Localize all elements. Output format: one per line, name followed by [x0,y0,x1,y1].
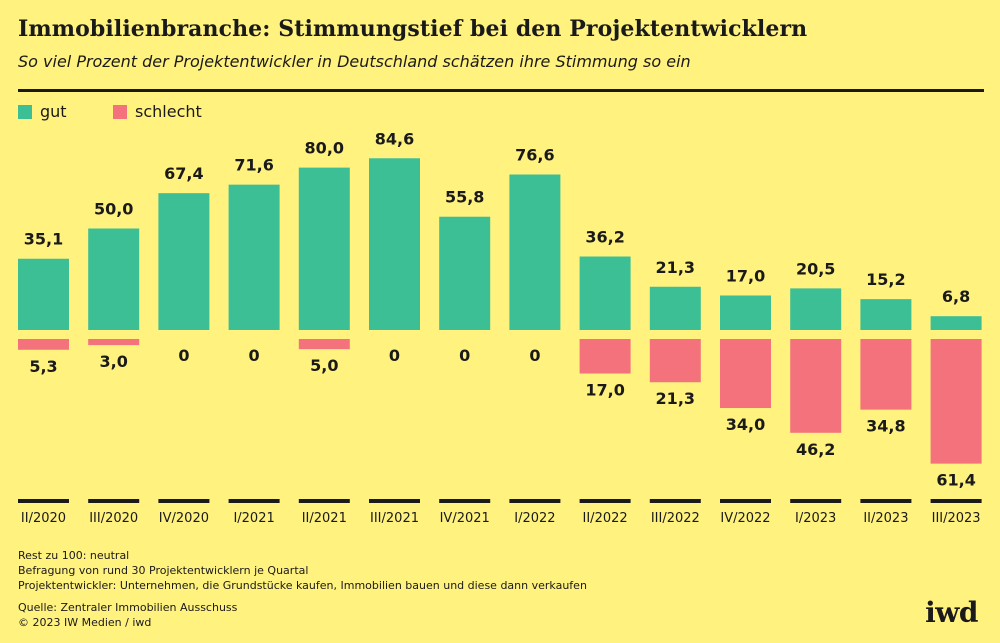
data-label-bad: 34,0 [726,415,765,434]
data-label-bad: 5,3 [29,357,57,376]
copyright-text: © 2023 IW Medien / iwd [18,616,152,629]
category-tick [579,499,631,503]
data-label-good: 55,8 [445,188,484,207]
bar-bad [579,339,631,374]
legend-item-bad: schlecht [113,102,202,121]
data-label-bad: 17,0 [585,381,624,400]
data-label-good: 6,8 [942,287,970,306]
data-label-bad: 61,4 [936,471,975,490]
data-label-good: 76,6 [515,146,554,165]
category-tick [228,499,280,503]
data-label-bad: 0 [459,346,470,365]
category-label: III/2022 [651,511,700,526]
data-label-bad: 0 [249,346,260,365]
bar-good [228,184,280,330]
category-label: I/2022 [514,511,555,526]
category-label: IV/2021 [440,511,490,526]
category-label: III/2021 [370,511,419,526]
category-tick [860,499,912,503]
data-label-good: 17,0 [726,266,765,285]
data-label-good: 20,5 [796,259,835,278]
bar-good [860,299,912,330]
data-label-bad: 34,8 [866,417,905,436]
data-label-good: 84,6 [375,129,414,148]
data-label-good: 35,1 [24,230,63,249]
bar-bad [930,339,982,464]
category-label: III/2023 [932,511,981,526]
bar-good [720,295,771,330]
bar-bad [649,339,701,383]
bar-good [930,316,982,330]
footnote-1: Rest zu 100: neutral [18,549,130,562]
data-label-good: 71,6 [234,156,273,175]
bar-good [158,193,210,330]
bar-bad [18,339,69,350]
category-label: II/2023 [863,511,908,526]
category-label: IV/2020 [159,511,209,526]
category-tick [88,499,140,503]
bar-good [579,256,631,330]
data-label-bad: 0 [389,346,400,365]
data-label-bad: 46,2 [796,440,835,459]
data-label-good: 21,3 [656,258,695,277]
data-label-good: 80,0 [305,139,344,158]
footnotes: Rest zu 100: neutral Befragung von rund … [18,548,587,593]
legend-swatch-good [18,104,32,119]
chart-title: Immobilienbranche: Stimmungstief bei den… [18,16,808,42]
category-label: IV/2022 [720,511,770,526]
data-label-bad: 21,3 [656,389,695,408]
iwd-logo: iwd [925,596,978,629]
category-label: II/2020 [21,511,66,526]
bar-bad [88,339,140,346]
bar-good [18,258,69,330]
data-label-bad: 0 [178,346,189,365]
data-label-good: 67,4 [164,164,203,183]
bar-bad [860,339,912,410]
data-label-bad: 3,0 [100,352,128,371]
category-tick [790,499,842,503]
bar-bad [790,339,842,433]
category-tick [298,499,350,503]
bar-good [790,288,842,330]
category-label: III/2020 [89,511,138,526]
data-label-bad: 5,0 [310,356,338,375]
bar-good [509,174,561,330]
data-label-good: 15,2 [866,270,905,289]
legend-swatch-bad [113,104,127,119]
category-label: II/2022 [583,511,628,526]
source-text: Quelle: Zentraler Immobilien Ausschuss [18,601,238,614]
category-label: I/2023 [795,511,836,526]
data-label-good: 36,2 [585,228,624,247]
bar-bad [298,339,350,350]
category-tick [720,499,771,503]
category-label: I/2021 [233,511,274,526]
category-tick [649,499,701,503]
chart-subtitle: So viel Prozent der Projektentwickler in… [18,52,691,71]
category-tick [509,499,561,503]
bar-bad [720,339,771,409]
bar-good [439,216,491,330]
category-tick [18,499,69,503]
data-label-bad: 0 [529,346,540,365]
category-tick [930,499,982,503]
category-tick [158,499,210,503]
header-rule [18,89,984,92]
legend-item-good: gut [18,102,67,121]
category-tick [369,499,420,503]
legend-label-good: gut [40,102,67,121]
footnote-2: Befragung von rund 30 Projektentwicklern… [18,564,309,577]
source-block: Quelle: Zentraler Immobilien Ausschuss ©… [18,600,237,630]
footnote-3: Projektentwickler: Unternehmen, die Grun… [18,579,587,592]
legend-label-bad: schlecht [135,102,202,121]
bar-good [369,158,420,330]
bar-good [88,228,140,330]
bar-good [298,167,350,330]
bar-good [649,286,701,330]
category-tick [439,499,491,503]
category-label: II/2021 [302,511,347,526]
data-label-good: 50,0 [94,200,133,219]
